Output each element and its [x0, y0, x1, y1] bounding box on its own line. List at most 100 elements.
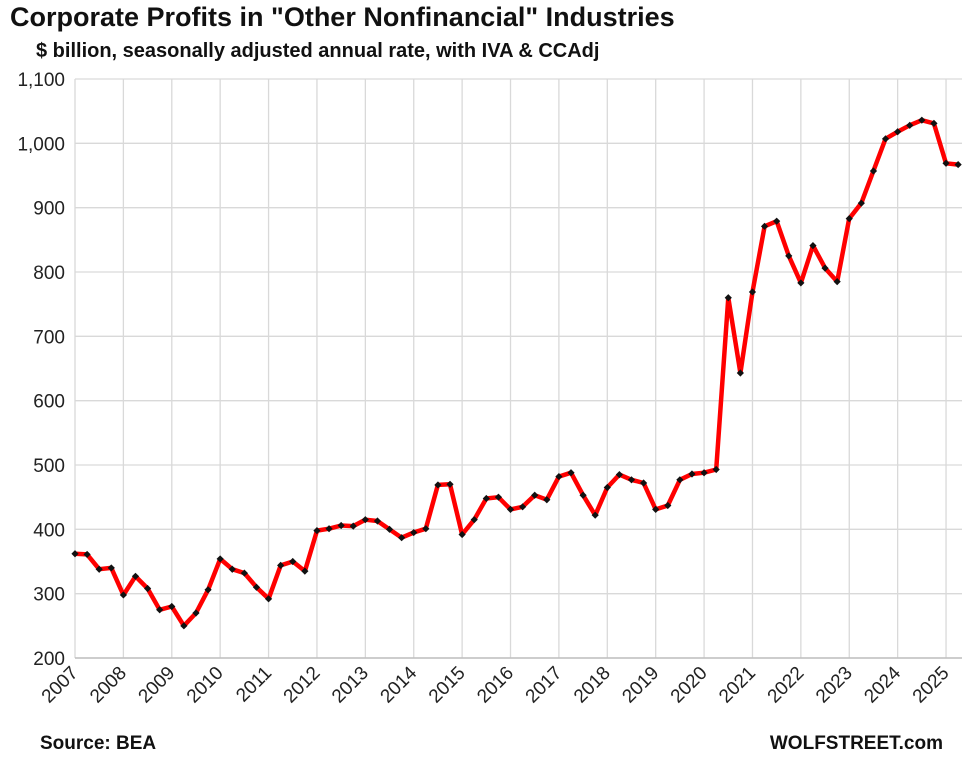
data-point-marker	[724, 294, 732, 302]
data-point-marker	[676, 476, 684, 484]
data-point-marker	[930, 119, 938, 127]
data-point-marker	[422, 525, 430, 533]
data-point-marker	[192, 609, 200, 617]
data-point-marker	[168, 602, 176, 611]
x-tick-label: 2022	[764, 663, 809, 708]
data-point-marker	[942, 159, 950, 167]
data-point-marker	[361, 516, 369, 524]
x-tick-label: 2023	[812, 663, 857, 708]
data-point-marker	[156, 606, 164, 614]
x-tick-label: 2010	[183, 663, 228, 708]
data-point-marker	[918, 116, 926, 124]
data-point-marker	[603, 483, 611, 492]
data-point-marker	[615, 471, 623, 479]
data-point-marker	[240, 569, 248, 577]
data-point-marker	[894, 128, 902, 136]
x-tick-label: 2019	[618, 663, 663, 708]
data-point-marker	[906, 121, 914, 129]
data-point-marker	[71, 550, 79, 558]
data-point-marker	[736, 369, 744, 377]
y-tick-label: 700	[33, 327, 65, 348]
data-point-marker	[712, 465, 720, 474]
profits-line	[72, 117, 961, 629]
y-tick-label: 500	[33, 456, 65, 477]
x-tick-label: 2008	[86, 663, 131, 708]
data-point-marker	[833, 278, 841, 286]
data-point-marker	[458, 530, 466, 539]
x-tick-label: 2011	[232, 663, 276, 707]
gridlines	[74, 78, 962, 659]
x-tick-label: 2024	[860, 662, 905, 707]
data-point-marker	[797, 279, 805, 287]
x-tick-label: 2015	[425, 663, 470, 708]
data-point-marker	[579, 491, 587, 499]
data-point-marker	[107, 564, 115, 572]
data-point-marker	[567, 469, 575, 477]
y-tick-label: 400	[33, 520, 65, 541]
data-point-marker	[664, 501, 672, 510]
data-point-marker	[337, 521, 345, 530]
data-point-marker	[531, 491, 539, 499]
data-point-marker	[555, 472, 563, 481]
data-point-marker	[143, 584, 152, 593]
data-point-marker	[325, 525, 333, 533]
data-point-marker	[700, 469, 708, 477]
x-tick-label: 2012	[280, 663, 325, 708]
y-tick-label: 300	[33, 585, 65, 606]
data-point-marker	[785, 252, 793, 260]
data-point-marker	[289, 557, 297, 566]
data-point-marker	[349, 522, 357, 530]
x-tick-label: 2020	[667, 663, 712, 708]
x-tick-label: 2014	[377, 662, 422, 707]
data-point-marker	[809, 242, 817, 250]
data-point-marker	[845, 215, 853, 223]
data-point-marker	[591, 511, 599, 519]
chart-title: Corporate Profits in "Other Nonfinancial…	[10, 2, 675, 32]
x-tick-label: 2018	[570, 663, 615, 708]
data-point-marker	[204, 586, 212, 594]
data-point-marker	[748, 288, 757, 296]
x-tick-label: 2021	[715, 663, 760, 708]
data-point-marker	[470, 516, 478, 524]
data-point-marker	[180, 622, 188, 630]
data-point-marker	[398, 534, 406, 542]
data-point-marker	[881, 135, 890, 143]
data-point-marker	[543, 496, 551, 504]
data-point-marker	[373, 517, 382, 525]
y-tick-label: 800	[33, 263, 65, 284]
y-tick-label: 200	[33, 649, 65, 670]
data-point-marker	[519, 503, 527, 511]
data-markers	[71, 116, 962, 630]
x-tick-label: 2025	[909, 663, 954, 708]
data-point-marker	[216, 555, 224, 563]
data-point-marker	[760, 222, 769, 230]
data-point-marker	[301, 567, 309, 575]
y-tick-label: 600	[33, 392, 65, 413]
data-point-marker	[131, 572, 140, 580]
brand-label: WOLFSTREET.com	[769, 733, 943, 754]
data-point-marker	[385, 525, 394, 533]
x-tick-label: 2009	[135, 663, 180, 708]
data-point-marker	[95, 565, 103, 573]
x-tick-label: 2017	[522, 663, 567, 708]
data-point-marker	[410, 528, 418, 537]
data-point-marker	[506, 505, 515, 513]
data-point-marker	[252, 583, 261, 591]
data-point-marker	[688, 470, 696, 478]
series-line	[72, 117, 961, 629]
data-point-marker	[627, 476, 636, 484]
data-point-marker	[869, 167, 878, 175]
data-point-marker	[446, 480, 454, 488]
data-point-marker	[313, 527, 321, 535]
data-point-marker	[482, 494, 490, 503]
data-point-marker	[277, 561, 285, 569]
data-point-marker	[83, 550, 91, 559]
x-axis-ticks: 2007 2008 2009 2010 2011 2012 2013 2014 2015 2016…	[38, 662, 954, 707]
data-point-marker	[228, 565, 236, 573]
data-point-marker	[954, 160, 962, 169]
data-point-marker	[773, 217, 781, 225]
y-tick-label: 1,000	[17, 134, 65, 155]
source-label: Source: BEA	[40, 733, 157, 754]
data-point-marker	[434, 481, 442, 489]
